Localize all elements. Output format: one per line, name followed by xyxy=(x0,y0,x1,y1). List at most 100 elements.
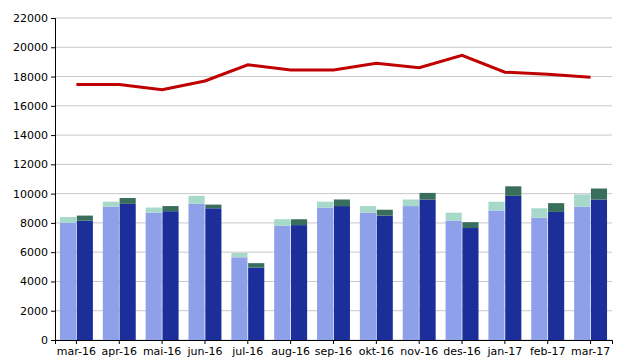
x-tick-mark xyxy=(590,340,591,344)
y-tick-mark xyxy=(51,106,55,107)
x-tick-mark xyxy=(462,340,463,344)
bar-segment xyxy=(531,208,547,218)
bar-segment xyxy=(334,199,350,206)
grid-line xyxy=(55,281,612,282)
y-axis-line xyxy=(51,19,56,341)
y-tick-mark xyxy=(51,47,55,48)
bar-segment xyxy=(488,202,504,211)
bar-segment xyxy=(274,226,290,340)
x-tick-label: apr-16 xyxy=(102,345,138,358)
bar-segment xyxy=(291,219,307,225)
bar-segment xyxy=(403,199,419,206)
y-tick: 4000 xyxy=(20,275,55,288)
y-tick-mark xyxy=(51,164,55,165)
grid-line xyxy=(55,310,612,311)
bar-segment xyxy=(77,221,93,340)
y-tick: 10000 xyxy=(13,188,55,201)
bar-segment xyxy=(231,253,247,257)
bar-segment xyxy=(446,213,462,221)
x-tick-label: mar-16 xyxy=(57,345,96,358)
y-tick: 2000 xyxy=(20,305,55,318)
bar-segment xyxy=(231,257,247,340)
x-tick-label: aug-16 xyxy=(271,345,310,358)
grid-line xyxy=(55,47,612,48)
x-tick: okt-16 xyxy=(359,340,394,358)
x-tick-mark xyxy=(504,340,505,344)
bar-segment xyxy=(488,210,504,340)
x-tick: mai-16 xyxy=(143,340,181,358)
y-tick-mark xyxy=(51,18,55,19)
y-tick-label: 18000 xyxy=(13,71,48,84)
bar-segment xyxy=(591,189,607,200)
x-axis: mar-16apr-16mai-16jun-16jul-16aug-16sep-… xyxy=(56,340,613,358)
grid-line xyxy=(55,222,612,223)
bar-segment xyxy=(103,202,119,207)
x-tick-label: feb-17 xyxy=(530,345,566,358)
y-tick: 22000 xyxy=(13,12,55,25)
y-tick-mark xyxy=(51,223,55,224)
bar-segment xyxy=(548,212,564,340)
y-tick-label: 20000 xyxy=(13,41,48,54)
x-tick-label: mai-16 xyxy=(143,345,181,358)
bar-segment xyxy=(248,263,264,267)
bar-segment xyxy=(291,225,307,340)
grid-line xyxy=(55,135,612,136)
bar-segment xyxy=(334,206,350,340)
y-tick: 12000 xyxy=(13,158,55,171)
y-tick-label: 10000 xyxy=(13,188,48,201)
x-tick-mark xyxy=(204,340,205,344)
x-tick-mark xyxy=(547,340,548,344)
bar-segment xyxy=(591,199,607,340)
x-tick-label: jun-16 xyxy=(186,345,222,358)
x-tick: aug-16 xyxy=(271,340,310,358)
x-tick-mark xyxy=(76,340,77,344)
y-tick-label: 2000 xyxy=(20,305,48,318)
x-tick-mark xyxy=(247,340,248,344)
bar-segment xyxy=(531,218,547,340)
bar-segment xyxy=(420,193,436,200)
y-tick-label: 14000 xyxy=(13,129,48,142)
grid-line xyxy=(55,193,612,194)
x-tick: mar-17 xyxy=(571,340,610,358)
y-tick-mark xyxy=(51,340,55,341)
x-tick: jan-17 xyxy=(487,340,523,358)
x-tick-label: des-16 xyxy=(443,345,480,358)
x-tick-mark xyxy=(290,340,291,344)
x-tick-mark xyxy=(162,340,163,344)
bar-segment xyxy=(205,205,221,209)
y-tick-mark xyxy=(51,77,55,78)
x-tick: mar-16 xyxy=(57,340,96,358)
x-tick: sep-16 xyxy=(315,340,352,358)
bar-segment xyxy=(188,204,204,340)
y-tick-mark xyxy=(51,252,55,253)
y-tick: 8000 xyxy=(20,217,55,230)
x-tick-label: jan-17 xyxy=(487,345,523,358)
y-axis: 0200040006000800010000120001400016000180… xyxy=(13,12,56,347)
y-tick: 20000 xyxy=(13,41,55,54)
bar-segment xyxy=(162,206,178,211)
x-tick-label: okt-16 xyxy=(359,345,394,358)
y-tick: 16000 xyxy=(13,100,55,113)
y-tick-label: 8000 xyxy=(20,217,48,230)
x-tick-mark xyxy=(376,340,377,344)
bar-segment xyxy=(574,207,590,340)
bar-segment xyxy=(574,194,590,206)
x-tick: jun-16 xyxy=(186,340,222,358)
bar-segment xyxy=(360,213,376,340)
bar-segment xyxy=(403,206,419,340)
bar-segment xyxy=(77,216,93,221)
y-tick: 14000 xyxy=(13,129,55,142)
bar-segment xyxy=(377,210,393,216)
x-tick-label: sep-16 xyxy=(315,345,352,358)
bar-segment xyxy=(60,223,76,340)
grid-line xyxy=(55,105,612,106)
bar-segment xyxy=(103,207,119,340)
grid xyxy=(55,18,612,340)
y-tick-label: 0 xyxy=(41,334,48,347)
x-tick-mark xyxy=(333,340,334,344)
grid-line xyxy=(55,76,612,77)
bar-segment xyxy=(274,219,290,226)
bar-segment xyxy=(248,268,264,340)
y-tick-mark xyxy=(51,135,55,136)
x-tick: apr-16 xyxy=(102,340,138,358)
